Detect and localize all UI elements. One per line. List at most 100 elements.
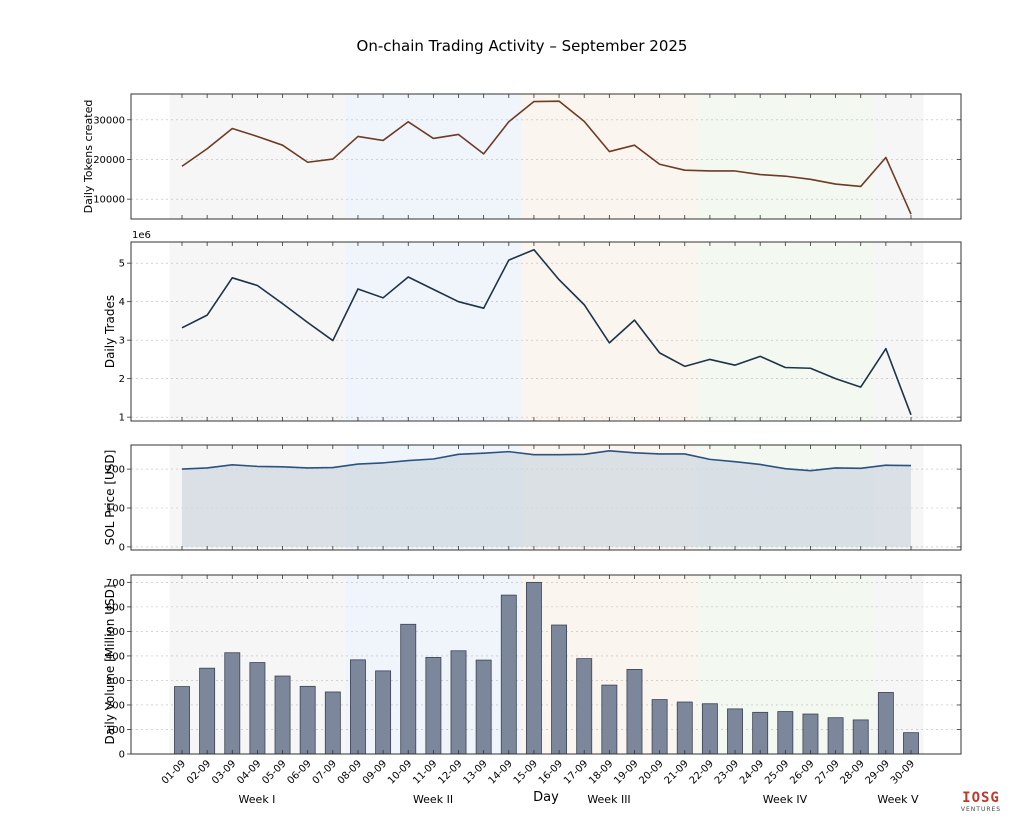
- axes-frame: [130, 93, 962, 220]
- y-tick-label: 0: [119, 750, 125, 761]
- volume-bar-14-09: [500, 594, 517, 754]
- y-tick-label: 200: [106, 465, 125, 476]
- week-band-2: [345, 94, 522, 219]
- x-tick-label: 13-09: [461, 758, 489, 786]
- x-axis-label: Day: [533, 790, 559, 805]
- x-tick-label: 02-09: [185, 758, 213, 786]
- x-tick-label: 03-09: [210, 758, 238, 786]
- price-area: [182, 450, 911, 547]
- x-tick-label: 21-09: [663, 758, 691, 786]
- week-band-3: [521, 242, 698, 421]
- volume-bar-23-09: [727, 708, 743, 754]
- x-tick-label: 17-09: [562, 758, 590, 786]
- volume-bar-24-09: [752, 711, 769, 754]
- volume-bar-06-09: [299, 685, 316, 754]
- x-tick-label: 09-09: [361, 758, 389, 786]
- iosg-logo: IOSG VENTURES: [961, 790, 1000, 813]
- y-scale-label: 1e6: [132, 230, 151, 241]
- x-tick-label: 27-09: [813, 758, 841, 786]
- volume-bar-11-09: [425, 656, 442, 754]
- x-tick-label: 29-09: [864, 758, 892, 786]
- volume-bar-28-09: [852, 719, 869, 754]
- x-tick-label: 24-09: [738, 758, 766, 786]
- volume-bar-12-09: [450, 650, 467, 754]
- y-tick-label: 300: [106, 676, 125, 687]
- x-tick-label: 16-09: [537, 758, 565, 786]
- y-tick-label: 4: [119, 297, 125, 308]
- series-line-2: [181, 248, 912, 416]
- volume-bar-01-09: [174, 686, 190, 754]
- y-tick-label: 1: [119, 413, 125, 424]
- volume-bar-25-09: [777, 711, 794, 754]
- volume-bar-16-09: [551, 624, 568, 754]
- y-tick-label: 3: [119, 336, 125, 347]
- y-tick-label: 700: [106, 578, 125, 589]
- volume-bar-15-09: [525, 581, 542, 754]
- y-tick-label: 2: [119, 374, 125, 385]
- x-tick-label: 05-09: [260, 758, 288, 786]
- x-tick-label: 18-09: [587, 758, 615, 786]
- volume-bar-17-09: [576, 658, 593, 754]
- y-axis-label: Daily Volume [Million USD]: [103, 584, 117, 744]
- week-band-1: [169, 94, 346, 219]
- x-tick-label: 30-09: [889, 758, 917, 786]
- volume-bar-19-09: [626, 669, 643, 754]
- volume-bar-10-09: [400, 623, 417, 754]
- y-axis-label: Daily Trades: [103, 295, 117, 368]
- volume-bar-20-09: [651, 699, 668, 754]
- volume-bar-05-09: [274, 675, 291, 754]
- axes-frame: [130, 574, 962, 755]
- chart-title: On-chain Trading Activity – September 20…: [357, 37, 688, 55]
- volume-bar-02-09: [199, 667, 216, 754]
- x-tick-label: 04-09: [235, 758, 263, 786]
- week-band-4: [697, 242, 874, 421]
- week-label-1: Week I: [239, 793, 276, 806]
- x-tick-label: 19-09: [612, 758, 640, 786]
- volume-bar-26-09: [802, 713, 819, 754]
- x-tick-label: 15-09: [512, 758, 540, 786]
- x-tick-label: 10-09: [386, 758, 414, 786]
- axes-frame: [130, 444, 962, 551]
- axes-frame: [130, 241, 962, 422]
- y-tick-label: 0: [119, 542, 125, 553]
- x-tick-label: 07-09: [311, 758, 339, 786]
- volume-bar-27-09: [827, 717, 844, 754]
- week-band-3: [521, 94, 698, 219]
- series-line-3: [181, 450, 912, 472]
- volume-bar-29-09: [877, 692, 894, 754]
- week-band-2: [345, 242, 522, 421]
- volume-bar-13-09: [475, 659, 492, 754]
- week-band-5: [873, 242, 924, 421]
- week-band-1: [169, 242, 346, 421]
- volume-bar-08-09: [350, 659, 366, 754]
- volume-bar-04-09: [249, 662, 266, 754]
- x-tick-label: 28-09: [839, 758, 867, 786]
- x-tick-label: 22-09: [688, 758, 716, 786]
- panel-2: 1 2 3 4 5 Daily Trades 1e6: [103, 230, 962, 424]
- y-tick-label: 600: [106, 602, 125, 613]
- y-tick-label: 30000: [93, 115, 125, 126]
- y-tick-label: 100: [106, 504, 125, 515]
- week-label-2: Week II: [413, 793, 453, 806]
- x-tick-label: 08-09: [336, 758, 364, 786]
- y-tick-label: 5: [119, 259, 125, 270]
- x-tick-label: 23-09: [713, 758, 741, 786]
- y-tick-label: 400: [106, 651, 125, 662]
- x-tick-label: 25-09: [763, 758, 791, 786]
- x-tick-label: 12-09: [436, 758, 464, 786]
- x-tick-label: 06-09: [285, 758, 313, 786]
- volume-bar-03-09: [224, 652, 241, 754]
- x-tick-label: 20-09: [637, 758, 665, 786]
- volume-bar-22-09: [701, 703, 718, 754]
- week-label-4: Week IV: [763, 793, 808, 806]
- volume-bar-09-09: [375, 670, 392, 754]
- y-tick-label: 100: [106, 725, 125, 736]
- week-band-5: [873, 94, 924, 219]
- y-tick-label: 500: [106, 627, 125, 638]
- x-tick-label: 11-09: [411, 758, 439, 786]
- series-line-1: [181, 100, 912, 215]
- y-axis-label: Daily Tokens created: [82, 100, 95, 214]
- x-tick-label: 14-09: [487, 758, 515, 786]
